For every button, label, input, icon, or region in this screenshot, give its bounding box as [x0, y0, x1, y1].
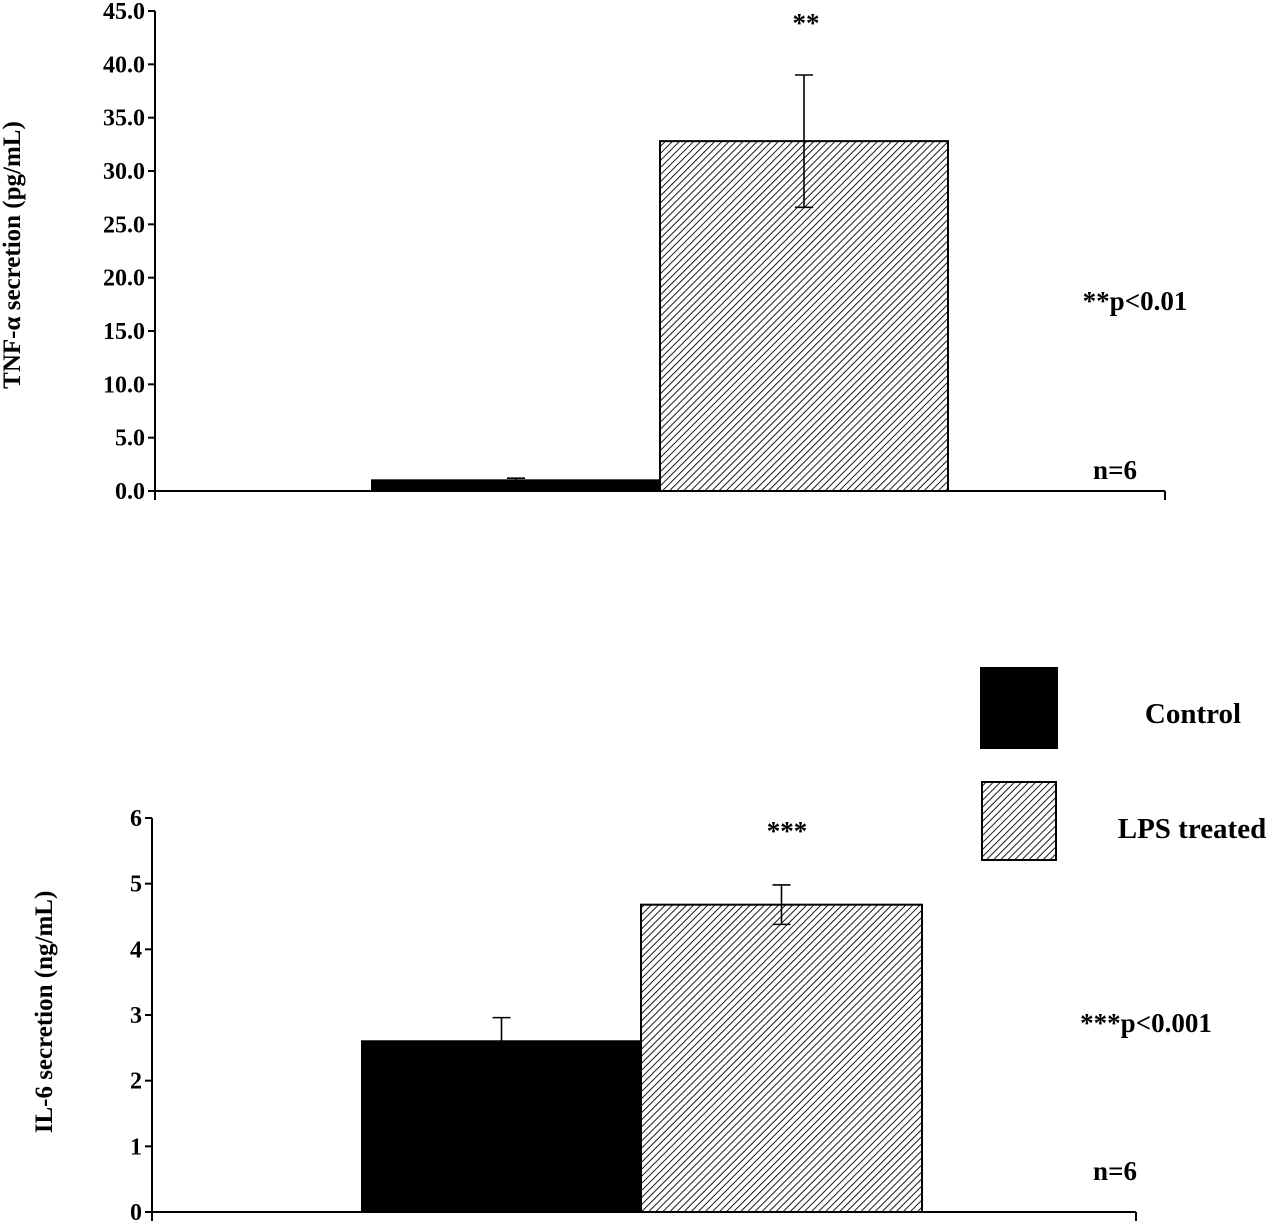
tnf-error-bar-control: [507, 477, 525, 484]
il6-y-tick-label: 5: [130, 872, 142, 898]
tnf-y-tick-label: 35.0: [103, 106, 145, 132]
legend-swatch-control: [980, 667, 1058, 749]
il6-n-label: n=6: [1093, 1156, 1137, 1186]
tnf-y-tick-label: 20.0: [103, 266, 145, 292]
il6-y-tick-label: 2: [130, 1069, 142, 1095]
tnf-p-value-label: **p<0.01: [1083, 286, 1188, 316]
il6-error-bar-lps-treated: [772, 884, 791, 926]
legend-label-control: Control: [1145, 698, 1241, 730]
il6-y-tick-label: 6: [130, 806, 142, 832]
tnf-axes: [148, 10, 1166, 500]
il6-y-tick-label: 3: [130, 1003, 142, 1029]
il6-p-value-label: ***p<0.001: [1080, 1008, 1212, 1038]
il6-error-bar-control: [492, 1016, 511, 1066]
tnf-y-tick-label: 45.0: [103, 0, 145, 25]
tnf-y-tick-label: 10.0: [103, 372, 145, 398]
il6-axes: [145, 817, 1137, 1221]
tnf-y-tick-label: 25.0: [103, 212, 145, 238]
tnf-bars: [371, 74, 949, 493]
il6-bar-control: [361, 1040, 642, 1214]
tnf-y-tick-labels: 0.0 5.0 10.0 15.0 20.0 25.0 30.0 35.0 40.0 45.0: [103, 0, 145, 505]
legend-label-lps-treated: LPS treated: [1118, 813, 1266, 845]
legend-swatch-lps-treated: [981, 781, 1057, 861]
tnf-y-tick-label: 5.0: [115, 426, 145, 452]
tnf-y-tick-label: 30.0: [103, 159, 145, 185]
tnf-y-tick-label: 15.0: [103, 319, 145, 345]
il6-chart: 0 1 2 3 4 5 6 IL-6 secretion (ng/mL) *** ***p<…: [31, 806, 1212, 1226]
il6-y-tick-label: 0: [130, 1200, 142, 1226]
tnf-alpha-chart: 0.0 5.0 10.0 15.0 20.0 25.0 30.0 35.0 40.0 45.0 T…: [0, 0, 1187, 505]
legend: Control LPS treated: [980, 667, 1266, 861]
tnf-significance-marker: **: [793, 8, 820, 38]
il6-y-tick-label: 1: [130, 1134, 142, 1160]
il6-significance-marker: ***: [767, 816, 808, 846]
tnf-error-bar-lps-treated: [795, 74, 813, 209]
il6-y-tick-label: 4: [130, 937, 142, 963]
tnf-y-tick-label: 0.0: [115, 479, 145, 505]
tnf-n-label: n=6: [1093, 455, 1137, 485]
il6-y-tick-labels: 0 1 2 3 4 5 6: [130, 806, 142, 1226]
il6-bar-lps-treated: [640, 903, 923, 1213]
tnf-y-axis-title: TNF-α secretion (pg/mL): [0, 121, 26, 389]
il6-y-axis-title: IL-6 secretion (ng/mL): [31, 891, 58, 1134]
tnf-y-tick-label: 40.0: [103, 52, 145, 78]
il6-bars: [361, 884, 923, 1214]
